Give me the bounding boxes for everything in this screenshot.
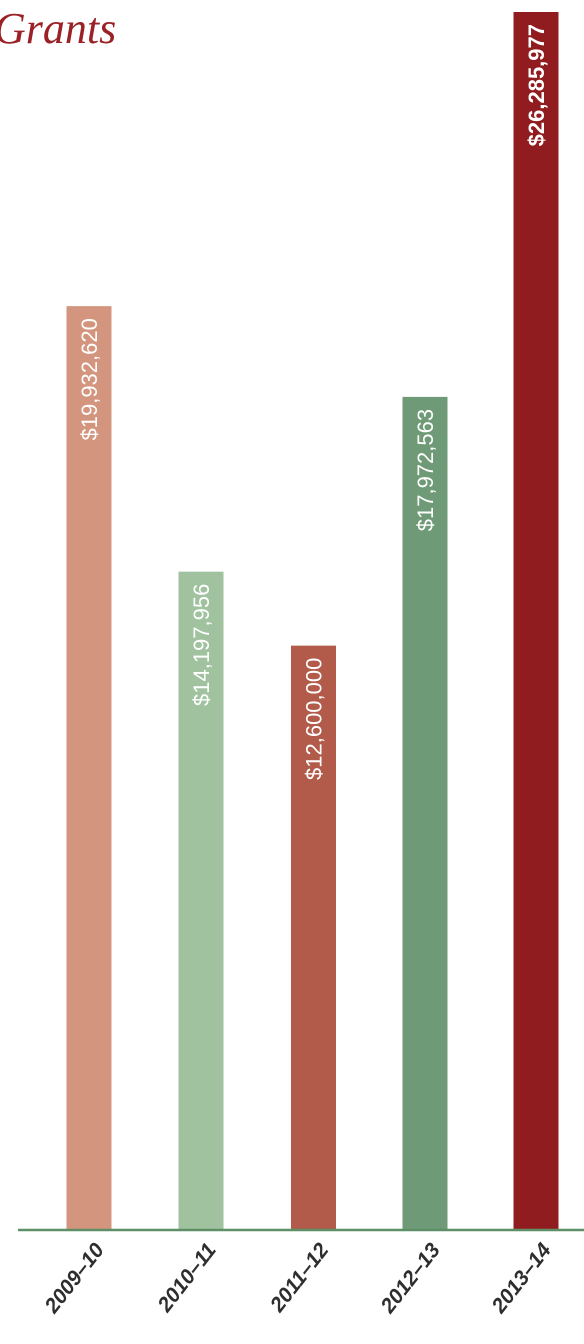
x-tick-label: 2009–10 (40, 1239, 109, 1319)
bar-value-label: $19,932,620 (77, 318, 102, 440)
bar-value-label: $26,285,977 (524, 24, 549, 146)
bar-value-label: $14,197,956 (189, 584, 214, 706)
bar-2011–12 (291, 645, 336, 1229)
x-tick-label: 2011–12 (265, 1239, 333, 1317)
bar-value-label: $12,600,000 (302, 658, 327, 780)
bar-2013–14 (513, 12, 559, 1229)
bar-2010–11 (178, 571, 224, 1229)
bar-2009–10 (66, 306, 112, 1229)
x-tick-label: 2012–13 (376, 1239, 445, 1319)
bars-group (66, 12, 559, 1229)
bar-2012–13 (402, 396, 448, 1229)
x-tick-labels-group: 2009–10 2010–11 2011–12 2012–13 2013–14 (40, 1239, 556, 1319)
bar-labels-group: $19,932,620 $14,197,956 $12,600,000 $17,972… (77, 24, 549, 780)
chart-title: Grants (0, 4, 117, 53)
bar-value-label: $17,972,563 (413, 409, 438, 531)
x-tick-label: 2010–11 (153, 1239, 221, 1317)
x-tick-label: 2013–14 (487, 1239, 556, 1319)
